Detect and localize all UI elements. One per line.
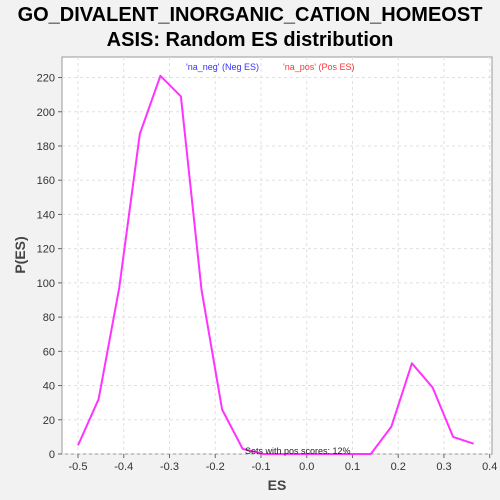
- plot-area: [61, 56, 493, 455]
- x-tick-label: -0.4: [114, 461, 133, 473]
- x-tick-label: -0.1: [252, 461, 271, 473]
- chart-title-line-1: GO_DIVALENT_INORGANIC_CATION_HOMEOST: [17, 4, 483, 26]
- x-axis-label: ES: [268, 477, 287, 493]
- x-tick-label: -0.2: [206, 461, 225, 473]
- x-tick-label: 0.0: [299, 461, 314, 473]
- y-tick-label: 0: [49, 449, 55, 461]
- legend-entry-pos: 'na_pos' (Pos ES): [283, 62, 354, 72]
- grid: [62, 57, 492, 455]
- chart-title: GO_DIVALENT_INORGANIC_CATION_HOMEOST ASI…: [0, 3, 500, 53]
- series-layer: [77, 74, 475, 455]
- pos-scores-annotation: Sets with pos scores: 12%: [245, 446, 351, 456]
- x-tick-label: 0.3: [436, 461, 451, 473]
- chart-title-line-2: ASIS: Random ES distribution: [106, 29, 394, 51]
- y-tick-label: 160: [37, 175, 55, 187]
- y-tick-label: 80: [43, 312, 55, 324]
- y-tick-label: 40: [43, 381, 55, 393]
- y-axis-label: P(ES): [12, 236, 28, 273]
- series-line: [77, 74, 475, 455]
- legend-entry-neg: 'na_neg' (Neg ES): [186, 62, 259, 72]
- y-tick-label: 180: [37, 141, 55, 153]
- x-axis: -0.5 -0.4 -0.3 -0.2 -0.1 0.0 0.1 0.2 0.3 0.4: [69, 454, 497, 473]
- y-tick-label: 20: [43, 415, 55, 427]
- y-tick-label: 100: [37, 278, 55, 290]
- x-tick-label: 0.4: [482, 461, 497, 473]
- y-axis: 0 20 40 60 80 100 120 140 160 180 200 220: [37, 73, 62, 461]
- x-tick-label: -0.3: [160, 461, 179, 473]
- x-tick-label: 0.2: [391, 461, 406, 473]
- y-tick-label: 200: [37, 107, 55, 119]
- y-tick-label: 120: [37, 244, 55, 256]
- y-tick-label: 220: [37, 73, 55, 85]
- x-tick-label: 0.1: [345, 461, 360, 473]
- y-tick-label: 140: [37, 209, 55, 221]
- y-tick-label: 60: [43, 346, 55, 358]
- x-tick-label: -0.5: [69, 461, 88, 473]
